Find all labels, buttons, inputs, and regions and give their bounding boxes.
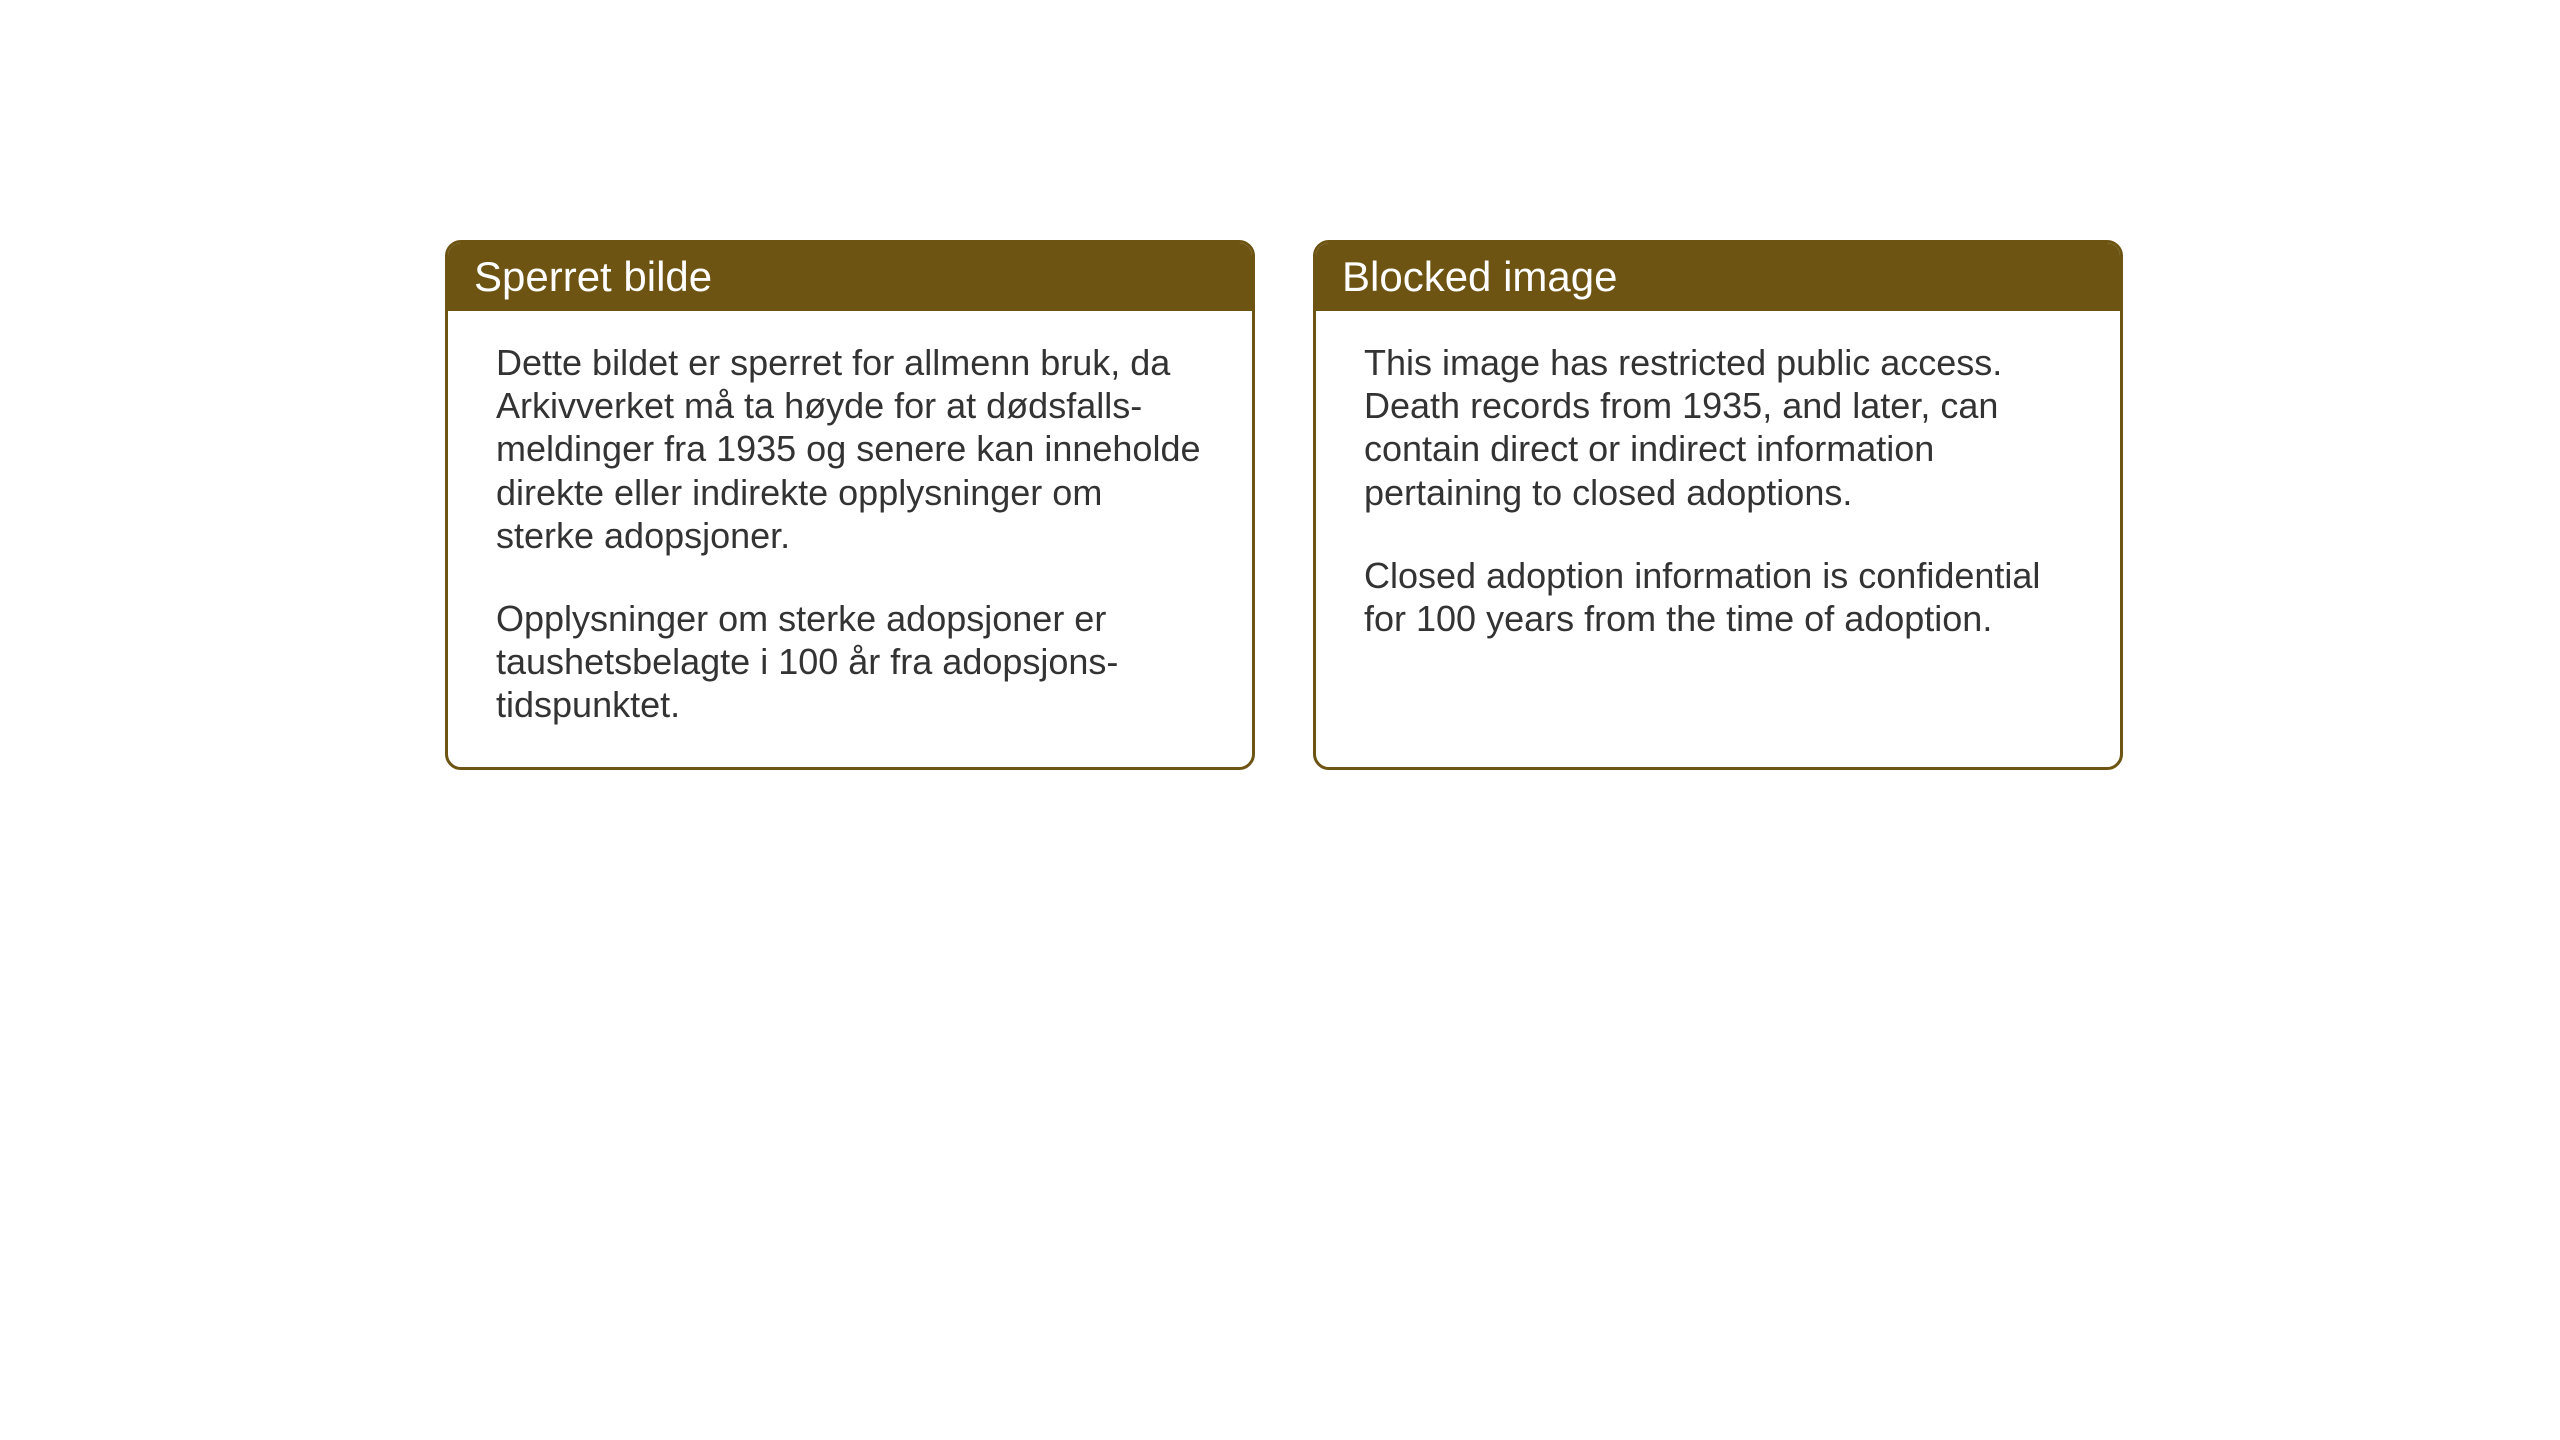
english-paragraph-1: This image has restricted public access.… bbox=[1364, 341, 2072, 514]
english-title: Blocked image bbox=[1342, 253, 1617, 300]
norwegian-notice-body: Dette bildet er sperret for allmenn bruk… bbox=[448, 311, 1252, 767]
english-notice-header: Blocked image bbox=[1316, 243, 2120, 311]
norwegian-notice-header: Sperret bilde bbox=[448, 243, 1252, 311]
norwegian-notice-box: Sperret bilde Dette bildet er sperret fo… bbox=[445, 240, 1255, 770]
norwegian-title: Sperret bilde bbox=[474, 253, 712, 300]
english-paragraph-2: Closed adoption information is confident… bbox=[1364, 554, 2072, 640]
notice-container: Sperret bilde Dette bildet er sperret fo… bbox=[445, 240, 2123, 770]
norwegian-paragraph-1: Dette bildet er sperret for allmenn bruk… bbox=[496, 341, 1204, 557]
english-notice-body: This image has restricted public access.… bbox=[1316, 311, 2120, 680]
english-notice-box: Blocked image This image has restricted … bbox=[1313, 240, 2123, 770]
norwegian-paragraph-2: Opplysninger om sterke adopsjoner er tau… bbox=[496, 597, 1204, 727]
